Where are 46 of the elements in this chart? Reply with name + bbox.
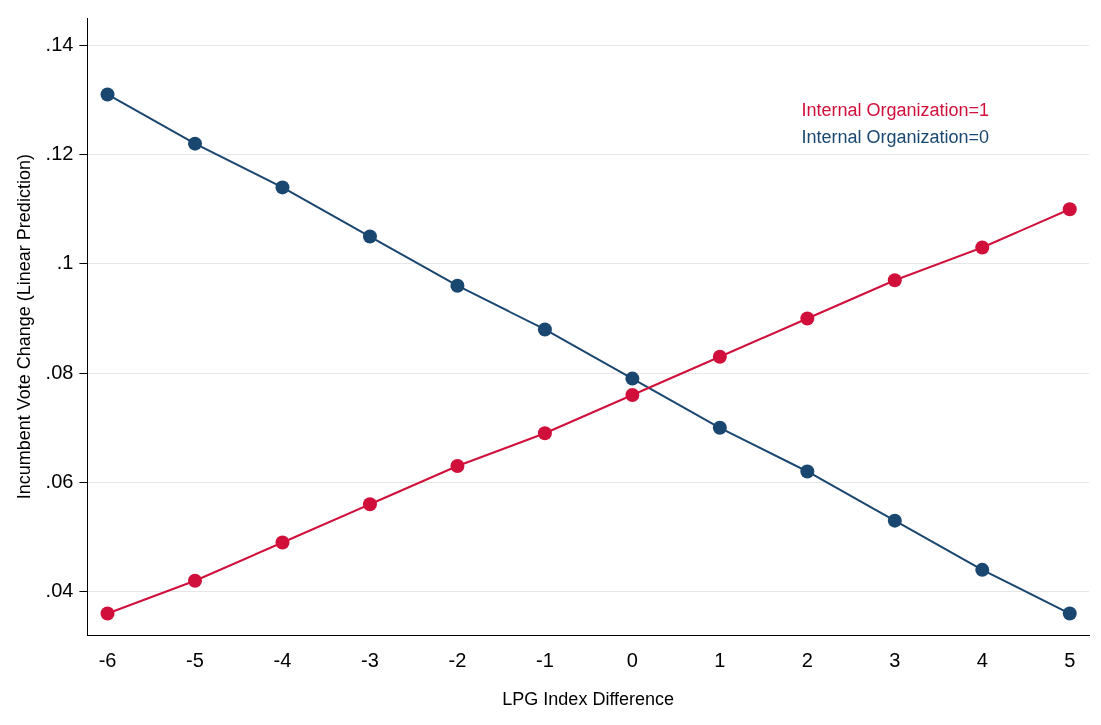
point <box>362 497 377 512</box>
x-tick-label: 4 <box>976 648 988 671</box>
x-tick-label: -5 <box>186 648 204 671</box>
y-tick-label: .14 <box>45 32 74 55</box>
x-axis-title: LPG Index Difference <box>502 689 675 710</box>
x-tick-label: -2 <box>448 648 467 671</box>
point <box>450 278 465 293</box>
point <box>100 87 115 102</box>
point <box>188 136 202 151</box>
point <box>450 459 465 474</box>
point <box>625 371 640 386</box>
point <box>887 513 902 528</box>
x-tick-label: 0 <box>626 648 638 671</box>
y-tick-label: .1 <box>56 251 74 274</box>
x-tick-label: 2 <box>801 648 813 671</box>
x-tick-label: 3 <box>889 648 901 671</box>
x-tick-label: 5 <box>1064 648 1076 671</box>
x-tick-label: -3 <box>361 648 379 671</box>
x-tick-label: -6 <box>98 648 117 671</box>
point <box>800 311 815 326</box>
point <box>712 349 727 364</box>
x-tick-label: -4 <box>273 648 292 671</box>
point <box>537 426 552 441</box>
point <box>100 606 115 621</box>
y-axis-title: Incumbent Vote Change (Linear Prediction) <box>13 154 34 500</box>
y-tick-label: .06 <box>45 469 74 492</box>
point <box>362 229 377 244</box>
point <box>275 535 290 550</box>
point <box>975 240 990 255</box>
point <box>188 573 202 588</box>
point <box>625 388 640 402</box>
point <box>975 562 990 577</box>
y-tick-label: .04 <box>45 579 74 602</box>
text: Internal Organization=1 <box>801 99 989 120</box>
point <box>275 180 290 195</box>
point <box>887 273 902 288</box>
x-tick-label: -1 <box>536 648 554 671</box>
text: Internal Organization=0 <box>801 126 989 147</box>
y-tick-label: .08 <box>45 360 74 383</box>
point <box>712 420 727 435</box>
point <box>1062 202 1077 217</box>
point <box>800 464 815 479</box>
point <box>537 322 552 337</box>
y-tick-label: .12 <box>45 142 74 165</box>
x-tick-label: 1 <box>714 648 726 671</box>
point <box>1062 606 1077 621</box>
